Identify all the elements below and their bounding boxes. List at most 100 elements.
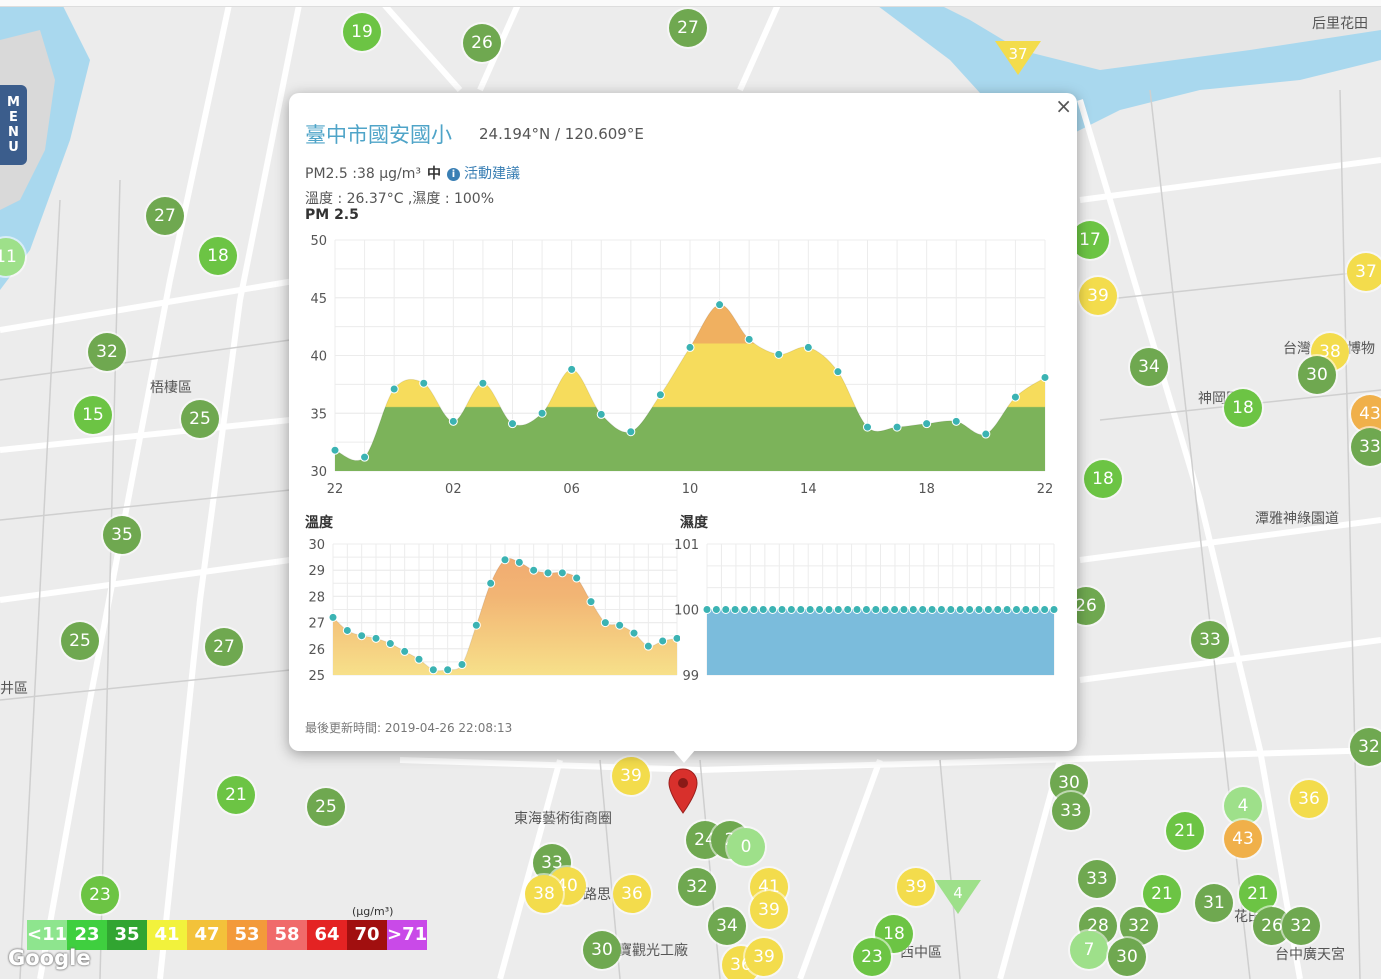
station-marker[interactable]: 33: [1052, 792, 1090, 830]
station-marker[interactable]: 27: [205, 628, 243, 666]
data-point: [981, 429, 991, 439]
data-point: [1021, 605, 1031, 614]
station-marker[interactable]: 39: [1079, 277, 1117, 315]
station-marker[interactable]: 18: [1224, 389, 1262, 427]
station-marker[interactable]: 15: [74, 396, 112, 434]
station-marker[interactable]: 39: [750, 891, 788, 929]
data-point: [586, 597, 596, 607]
data-area: [333, 558, 677, 675]
station-marker[interactable]: 25: [181, 400, 219, 438]
data-point: [508, 419, 517, 429]
data-point: [357, 631, 367, 641]
x-tick-label: 22: [327, 482, 344, 497]
place-label: 西中區: [900, 945, 942, 961]
data-point: [715, 300, 725, 310]
data-point: [843, 605, 853, 614]
data-point: [908, 605, 918, 614]
station-marker[interactable]: 39: [897, 868, 935, 906]
data-point: [428, 665, 438, 675]
station-marker[interactable]: 18: [1084, 460, 1122, 498]
station-marker[interactable]: 34: [1130, 348, 1168, 386]
station-marker[interactable]: 31: [1195, 884, 1233, 922]
station-marker[interactable]: 26: [463, 24, 501, 62]
station-triangle-marker[interactable]: 4: [935, 880, 981, 914]
station-marker[interactable]: 36: [1290, 780, 1328, 818]
data-point: [389, 384, 399, 394]
station-marker[interactable]: 33: [1078, 860, 1116, 898]
data-point: [443, 665, 453, 675]
data-point: [721, 605, 731, 614]
pm25-chart-title: PM 2.5: [305, 207, 359, 223]
data-point: [658, 636, 668, 646]
station-marker[interactable]: 36: [613, 875, 651, 913]
station-triangle-marker[interactable]: 37: [995, 41, 1041, 75]
x-tick-label: 18: [918, 482, 935, 497]
data-point: [457, 660, 467, 670]
station-marker[interactable]: 37: [1347, 253, 1381, 291]
menu-button[interactable]: MENU: [0, 85, 27, 165]
station-marker[interactable]: 21: [1166, 812, 1204, 850]
station-marker[interactable]: 30: [583, 931, 621, 969]
station-marker[interactable]: 23: [81, 876, 119, 914]
station-marker[interactable]: 4: [1224, 787, 1262, 825]
data-point: [777, 605, 787, 614]
data-point: [371, 633, 381, 643]
station-marker[interactable]: 25: [61, 622, 99, 660]
station-marker[interactable]: 21: [217, 776, 255, 814]
y-tick-label: 35: [310, 407, 327, 422]
activity-advice-label: 活動建議: [463, 166, 520, 182]
y-tick-label: 99: [682, 669, 699, 684]
station-marker[interactable]: 39: [745, 938, 783, 976]
data-point: [899, 605, 909, 614]
station-marker[interactable]: 27: [669, 9, 707, 47]
station-marker[interactable]: 35: [103, 516, 141, 554]
station-marker[interactable]: 27: [146, 197, 184, 235]
station-marker[interactable]: 19: [343, 13, 381, 51]
station-marker[interactable]: 21: [1239, 875, 1277, 913]
data-point: [629, 628, 639, 638]
location-pin-icon[interactable]: [667, 767, 699, 815]
station-marker[interactable]: 43: [1351, 395, 1381, 433]
station-marker[interactable]: 30: [1108, 938, 1146, 976]
station-marker[interactable]: 17: [1071, 221, 1109, 259]
station-marker[interactable]: 21: [1143, 875, 1181, 913]
station-marker[interactable]: 7: [1070, 931, 1108, 969]
close-icon[interactable]: ×: [1055, 94, 1072, 118]
data-point: [1010, 392, 1020, 402]
station-popup: × 臺中市國安國小 24.194°N / 120.609°E PM2.5 :38…: [289, 93, 1077, 751]
legend-item: 64: [307, 920, 347, 950]
data-point: [890, 605, 900, 614]
data-point: [892, 422, 902, 432]
station-marker[interactable]: 18: [199, 237, 237, 275]
station-marker[interactable]: 25: [307, 788, 345, 826]
data-point: [758, 605, 768, 614]
station-marker[interactable]: 32: [1350, 728, 1381, 766]
data-point: [711, 605, 721, 614]
data-point: [537, 408, 547, 418]
station-marker[interactable]: 30: [1298, 356, 1336, 394]
station-marker[interactable]: 33: [1351, 428, 1381, 466]
info-icon: i: [446, 168, 460, 181]
data-point: [740, 605, 750, 614]
station-marker[interactable]: 43: [1224, 820, 1262, 858]
data-point: [557, 568, 567, 578]
activity-advice-link[interactable]: i 活動建議: [446, 166, 520, 182]
data-point: [983, 605, 993, 614]
station-marker[interactable]: 33: [1191, 621, 1229, 659]
station-marker[interactable]: 23: [853, 938, 891, 976]
station-marker[interactable]: 32: [678, 868, 716, 906]
data-point: [861, 605, 871, 614]
station-name[interactable]: 臺中市國安國小: [305, 123, 452, 147]
station-marker[interactable]: 0: [727, 828, 765, 866]
data-point: [936, 605, 946, 614]
data-point: [922, 419, 932, 429]
station-marker[interactable]: 39: [612, 757, 650, 795]
data-point: [419, 378, 429, 388]
data-point: [993, 605, 1003, 614]
station-marker[interactable]: 32: [1282, 907, 1320, 945]
station-marker[interactable]: 32: [88, 333, 126, 371]
data-point: [572, 573, 582, 583]
station-marker[interactable]: 38: [525, 875, 563, 913]
data-point: [385, 639, 395, 649]
station-marker[interactable]: 34: [708, 907, 746, 945]
